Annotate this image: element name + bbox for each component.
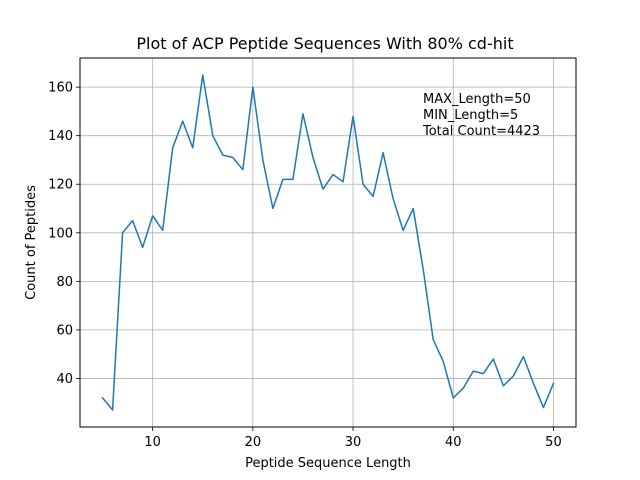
series-line	[101, 74, 555, 411]
y-tick-label: 100	[48, 226, 73, 241]
x-tick-label: 40	[445, 435, 462, 450]
y-tick-label: 40	[56, 372, 73, 387]
x-tick-label: 10	[144, 435, 161, 450]
x-tick-label: 50	[545, 435, 562, 450]
annotation-max-length: MAX_Length=50	[423, 92, 531, 107]
x-tick-label: 30	[345, 435, 362, 450]
plot-frame	[79, 57, 577, 428]
annotation-min-length: MIN_Length=5	[423, 108, 518, 123]
y-tick-label: 120	[48, 178, 73, 193]
y-tick-label: 140	[48, 129, 73, 144]
ticks: 10 20 30 40 50 40 60 80 100 120 140 160	[48, 81, 562, 450]
x-axis-label: Peptide Sequence Length	[245, 456, 411, 471]
chart-title: Plot of ACP Peptide Sequences With 80% c…	[136, 34, 513, 53]
x-tick-label: 20	[245, 435, 262, 450]
y-tick-label: 160	[48, 81, 73, 96]
annotation-total-count: Total Count=4423	[422, 124, 540, 139]
series-layer	[101, 74, 555, 411]
y-tick-label: 60	[56, 323, 73, 338]
annotation-box: MAX_Length=50 MIN_Length=5 Total Count=4…	[422, 92, 540, 139]
y-tick-label: 80	[56, 275, 73, 290]
y-axis-label: Count of Peptides	[24, 185, 39, 300]
